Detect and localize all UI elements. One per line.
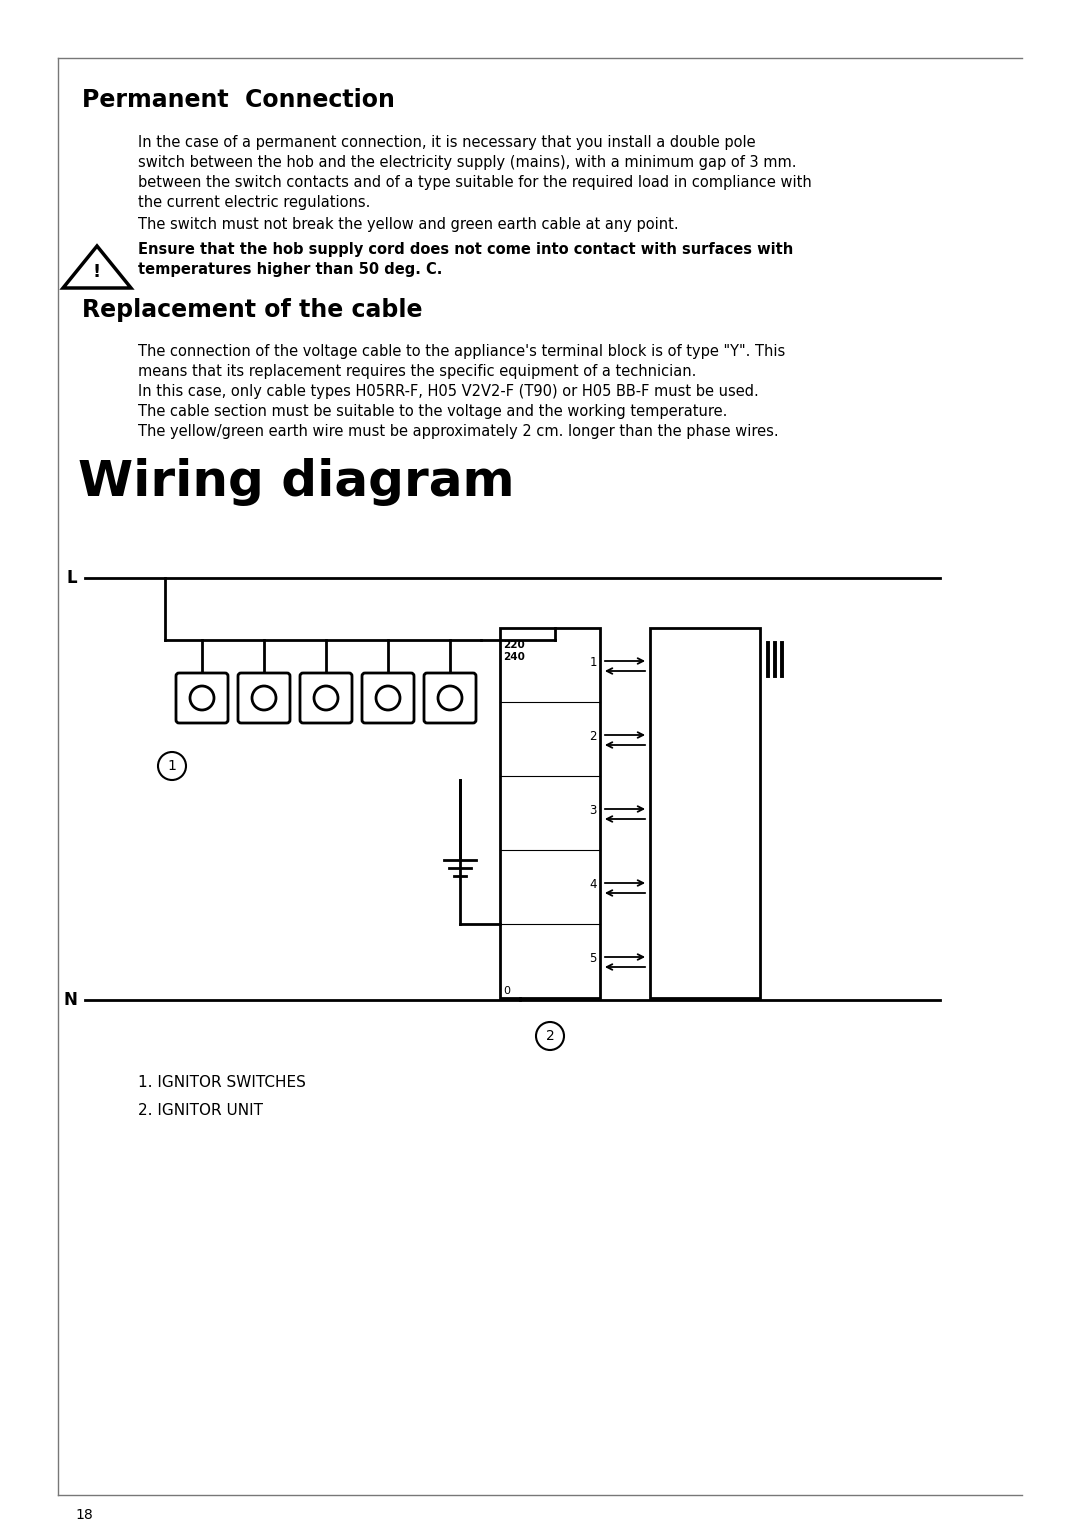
- Text: !: !: [93, 263, 102, 281]
- Text: 2: 2: [545, 1029, 554, 1043]
- Text: 0: 0: [503, 986, 510, 995]
- Text: 1. IGNITOR SWITCHES: 1. IGNITOR SWITCHES: [138, 1075, 306, 1090]
- Text: 220: 220: [503, 641, 525, 650]
- Bar: [650, 628, 760, 998]
- Text: 2: 2: [590, 729, 597, 743]
- Text: N: N: [63, 991, 77, 1009]
- Text: the current electric regulations.: the current electric regulations.: [138, 196, 370, 209]
- Text: 5: 5: [590, 951, 597, 965]
- FancyBboxPatch shape: [362, 673, 414, 723]
- Circle shape: [376, 687, 400, 709]
- Text: Replacement of the cable: Replacement of the cable: [82, 298, 422, 323]
- Circle shape: [252, 687, 276, 709]
- Text: L: L: [66, 569, 77, 587]
- FancyBboxPatch shape: [238, 673, 291, 723]
- FancyBboxPatch shape: [424, 673, 476, 723]
- Text: means that its replacement requires the specific equipment of a technician.: means that its replacement requires the …: [138, 364, 697, 379]
- Text: The cable section must be suitable to the voltage and the working temperature.: The cable section must be suitable to th…: [138, 404, 727, 419]
- Text: switch between the hob and the electricity supply (mains), with a minimum gap of: switch between the hob and the electrici…: [138, 154, 797, 170]
- Circle shape: [438, 687, 462, 709]
- Text: The connection of the voltage cable to the appliance's terminal block is of type: The connection of the voltage cable to t…: [138, 344, 785, 359]
- Circle shape: [190, 687, 214, 709]
- Text: 1: 1: [590, 656, 597, 668]
- FancyBboxPatch shape: [176, 673, 228, 723]
- Circle shape: [314, 687, 338, 709]
- Text: Ensure that the hob supply cord does not come into contact with surfaces with: Ensure that the hob supply cord does not…: [138, 242, 793, 257]
- Circle shape: [536, 1021, 564, 1050]
- Circle shape: [158, 752, 186, 780]
- Text: 3: 3: [590, 804, 597, 816]
- Text: In this case, only cable types H05RR-F, H05 V2V2-F (T90) or H05 BB-F must be use: In this case, only cable types H05RR-F, …: [138, 384, 759, 399]
- Text: Wiring diagram: Wiring diagram: [78, 459, 515, 506]
- Text: 1: 1: [167, 758, 176, 774]
- Text: 18: 18: [75, 1508, 93, 1521]
- Text: 240: 240: [503, 651, 525, 662]
- Text: temperatures higher than 50 deg. C.: temperatures higher than 50 deg. C.: [138, 261, 443, 277]
- Text: Permanent  Connection: Permanent Connection: [82, 89, 395, 112]
- Bar: [500, 628, 600, 998]
- Text: 2. IGNITOR UNIT: 2. IGNITOR UNIT: [138, 1102, 264, 1118]
- Text: The yellow/green earth wire must be approximately 2 cm. longer than the phase wi: The yellow/green earth wire must be appr…: [138, 424, 779, 439]
- FancyBboxPatch shape: [300, 673, 352, 723]
- Text: The switch must not break the yellow and green earth cable at any point.: The switch must not break the yellow and…: [138, 217, 678, 232]
- Text: between the switch contacts and of a type suitable for the required load in comp: between the switch contacts and of a typ…: [138, 174, 812, 190]
- Polygon shape: [63, 246, 131, 287]
- Text: 4: 4: [590, 878, 597, 890]
- Text: In the case of a permanent connection, it is necessary that you install a double: In the case of a permanent connection, i…: [138, 135, 756, 150]
